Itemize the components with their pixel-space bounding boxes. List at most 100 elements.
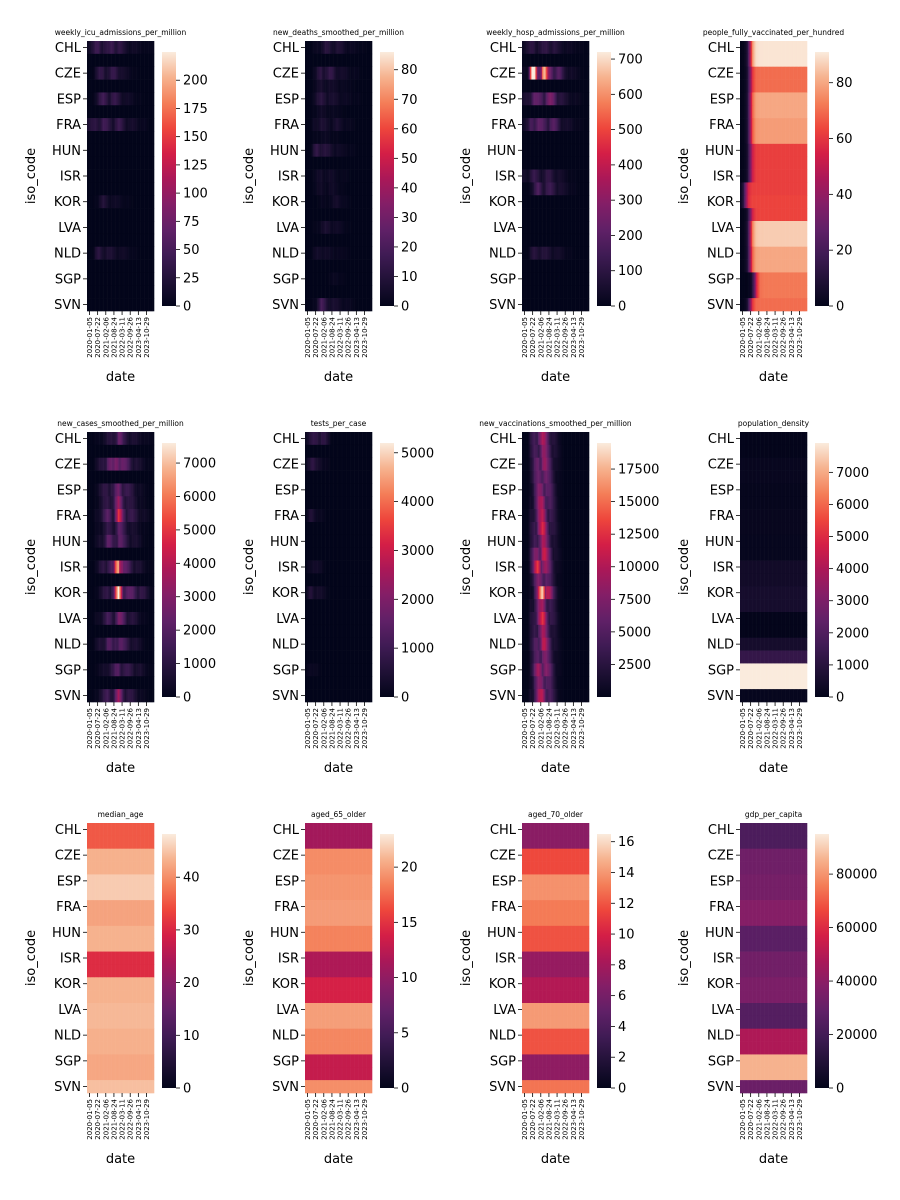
heatmap-cell (133, 118, 136, 132)
heatmap-cell (147, 560, 149, 574)
heatmap-cell (575, 246, 578, 260)
heatmap-cell (333, 66, 335, 80)
heatmap-cell (107, 53, 109, 68)
heatmap-cell (306, 208, 308, 222)
heatmap-cell (132, 53, 135, 68)
colorbar-tick-label: 20 (836, 244, 853, 259)
heatmap-cell (95, 444, 97, 459)
heatmap-cell (149, 246, 152, 260)
heatmap-cell (562, 195, 564, 209)
heatmap-cell (97, 547, 100, 561)
heatmap-cell (544, 41, 547, 55)
heatmap-cell (587, 221, 590, 235)
heatmap-cell (331, 66, 334, 80)
heatmap-cell (758, 79, 761, 93)
heatmap-cell (120, 457, 123, 471)
heatmap-cell (756, 118, 758, 132)
heatmap-cell (780, 53, 782, 68)
heatmap-cell (538, 41, 540, 55)
heatmap-cell (764, 233, 766, 248)
heatmap-cell (327, 298, 330, 312)
heatmap-cell (96, 131, 99, 145)
heatmap-cell (128, 143, 131, 158)
heatmap-cell (339, 195, 342, 209)
heatmap-cell (800, 233, 802, 248)
heatmap-cell (556, 169, 559, 183)
heatmap-cell (749, 182, 752, 196)
heatmap-cell (93, 259, 96, 273)
heatmap-cell (151, 221, 153, 235)
heatmap-cell (331, 41, 334, 55)
heatmap-cell (543, 92, 546, 106)
heatmap-cell (750, 53, 753, 68)
heatmap-cell (797, 298, 800, 312)
heatmap-cell (792, 182, 794, 196)
heatmap-cell (523, 221, 525, 235)
heatmap-cell (366, 182, 369, 196)
heatmap-cell (342, 118, 345, 132)
heatmap-cell (778, 92, 781, 106)
heatmap-cell (357, 259, 359, 273)
heatmap-cell (112, 105, 115, 119)
heatmap-cell (99, 470, 101, 484)
heatmap-cell (761, 169, 764, 183)
heatmap-cell (99, 547, 101, 561)
heatmap-cell (558, 182, 560, 196)
heatmap-cell (367, 156, 370, 170)
heatmap-cell (334, 246, 337, 260)
heatmap-cell (749, 53, 752, 68)
heatmap-cell (805, 221, 808, 235)
heatmap-cell (523, 156, 525, 170)
heatmap-cell (740, 79, 742, 93)
heatmap-cell (530, 92, 532, 106)
heatmap-cell (752, 105, 754, 119)
heatmap-cell (765, 53, 768, 68)
heatmap-cell (108, 298, 111, 312)
heatmap-cell (96, 246, 99, 260)
heatmap-cell (347, 79, 350, 93)
heatmap-cell (103, 298, 105, 312)
heatmap-cell (323, 143, 326, 158)
heatmap-cell (575, 233, 578, 248)
heatmap-cell (745, 246, 747, 260)
heatmap-cell (574, 143, 576, 158)
heatmap-cell (311, 92, 314, 106)
heatmap-cell (305, 131, 307, 145)
heatmap-cell (95, 509, 97, 523)
heatmap-cell (559, 259, 562, 273)
heatmap-cell (749, 259, 752, 273)
heatmap-cell (765, 221, 768, 235)
heatmap-cell (584, 118, 587, 132)
heatmap-cell (558, 246, 560, 260)
heatmap-cell (105, 105, 108, 119)
heatmap-cell (133, 105, 136, 119)
heatmap-cell (113, 41, 116, 55)
heatmap-cell (97, 560, 100, 574)
heatmap-cell (744, 41, 746, 55)
heatmap-cell (804, 118, 806, 132)
heatmap-cell (789, 92, 792, 106)
heatmap-cell (123, 259, 125, 273)
heatmap-cell (125, 169, 128, 183)
heatmap-cell (546, 143, 548, 158)
heatmap-cell (132, 259, 135, 273)
heatmap-cell (111, 118, 113, 132)
heatmap-cell (131, 534, 133, 549)
heatmap-cell (546, 298, 548, 312)
heatmap-cell (538, 92, 540, 106)
heatmap-cell (582, 208, 584, 222)
heatmap-cell (542, 131, 544, 145)
heatmap-cell (338, 221, 341, 235)
heatmap-cell (119, 457, 121, 471)
heatmap-cell (88, 285, 90, 299)
heatmap-cell (740, 131, 742, 145)
heatmap-cell (370, 221, 373, 235)
heatmap-cell (801, 298, 804, 312)
heatmap-cell (116, 522, 119, 536)
heatmap-cell (794, 53, 797, 68)
heatmap-cell (116, 534, 119, 549)
heatmap-cell (773, 208, 776, 222)
heatmap-cell (143, 208, 145, 222)
heatmap-cell (359, 169, 362, 183)
heatmap-cell (353, 79, 355, 93)
